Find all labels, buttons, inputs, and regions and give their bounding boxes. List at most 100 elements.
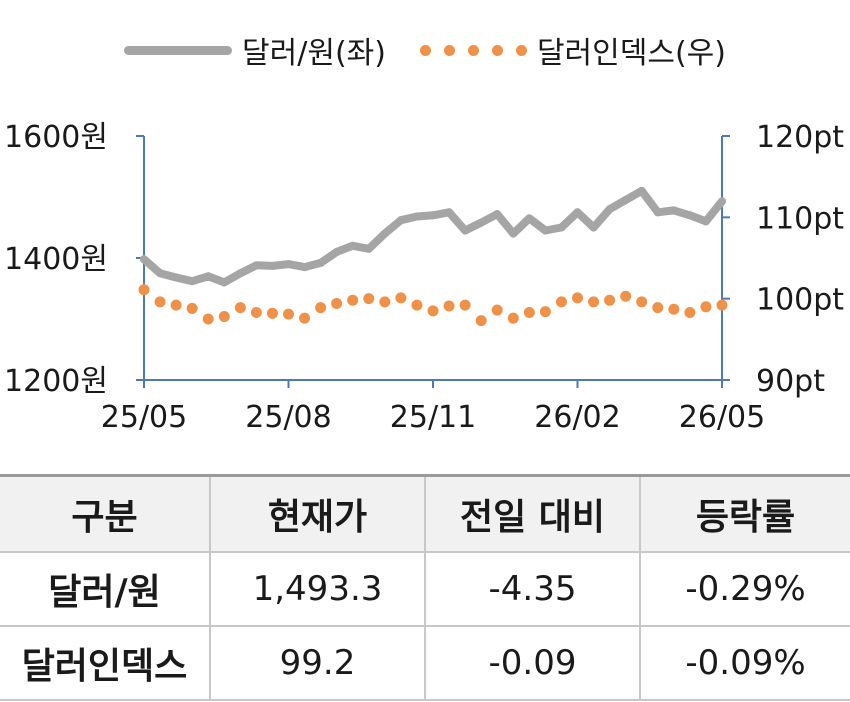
usdkrw-data-point <box>718 197 726 206</box>
usdkrw-data-point <box>252 261 261 270</box>
dxy-data-point <box>427 305 439 317</box>
chart-legend: 달러/원(좌) 달러인덱스(우) <box>0 28 850 72</box>
usdkrw-data-point <box>637 186 646 195</box>
dxy-data-point <box>395 292 407 304</box>
dxy-data-point <box>523 306 535 318</box>
usdkrw-data-point <box>236 269 245 278</box>
table-row: 달러/원 1,493.3 -4.35 -0.29% <box>0 551 850 627</box>
usdkrw-data-point <box>412 212 421 221</box>
usdkrw-data-point <box>316 258 325 267</box>
dxy-data-point <box>539 306 551 318</box>
dxy-data-point <box>186 302 198 314</box>
usdkrw-series-line <box>140 186 726 287</box>
usdkrw-data-point <box>589 223 598 232</box>
usdkrw-data-point <box>380 229 389 238</box>
dxy-data-point <box>250 306 262 318</box>
usdkrw-data-point <box>509 229 518 238</box>
dxy-data-point <box>684 306 696 318</box>
dxy-data-point <box>266 307 278 319</box>
usdkrw-data-point <box>268 261 277 270</box>
x-axis-tick-label: 25/11 <box>390 400 476 435</box>
usdkrw-data-point <box>461 226 470 235</box>
dxy-data-point <box>459 299 471 311</box>
cell-current-price: 99.2 <box>209 625 426 701</box>
usdkrw-data-point <box>557 223 566 232</box>
dxy-data-point <box>668 303 680 315</box>
usdkrw-data-point <box>669 206 678 215</box>
table-header-row: 구분 현재가 전일 대비 등락률 <box>0 474 850 553</box>
dxy-data-point <box>572 292 583 304</box>
right-axis-tick-label: 100pt <box>756 283 844 318</box>
legend-label-dxy: 달러인덱스(우) <box>536 36 726 71</box>
right-axis-tick-label: 90pt <box>756 364 825 399</box>
dxy-data-point <box>475 315 487 327</box>
dxy-data-point <box>315 302 327 314</box>
usdkrw-data-point <box>445 208 454 217</box>
dxy-data-point <box>620 290 632 302</box>
usdkrw-data-point <box>172 273 181 282</box>
usdkrw-data-point <box>605 205 614 214</box>
row-label: 달러인덱스 <box>0 625 211 701</box>
dxy-data-point <box>170 299 182 311</box>
usdkrw-data-point <box>204 272 213 281</box>
usdkrw-data-point <box>541 226 550 235</box>
usdkrw-data-point <box>220 278 229 287</box>
usdkrw-data-point <box>332 247 341 256</box>
dxy-data-point <box>604 294 616 306</box>
dxy-data-point <box>299 312 311 324</box>
dxy-data-point <box>411 299 423 311</box>
usdkrw-data-point <box>573 208 582 217</box>
usdkrw-data-point <box>525 214 534 223</box>
usdkrw-data-point <box>685 211 694 220</box>
header-change-rate: 등락률 <box>639 474 850 553</box>
legend-label-usdkrw: 달러/원(좌) <box>242 36 386 71</box>
dxy-data-point <box>716 299 728 311</box>
left-axis-tick-label: 1600원 <box>4 120 108 155</box>
cell-change-rate: -0.29% <box>639 551 850 627</box>
table-row: 달러인덱스 99.2 -0.09 -0.09% <box>0 625 850 701</box>
dxy-data-point <box>379 296 391 308</box>
usdkrw-data-point <box>621 196 630 205</box>
dxy-data-point <box>202 313 214 325</box>
dxy-data-point <box>283 308 294 320</box>
left-axis-tick-label: 1200원 <box>4 364 108 399</box>
header-change: 전일 대비 <box>424 474 641 553</box>
dxy-data-point <box>234 302 246 314</box>
dxy-data-point <box>700 301 712 313</box>
dxy-data-point <box>154 296 166 308</box>
dxy-data-point <box>652 302 664 314</box>
row-label: 달러/원 <box>0 551 211 627</box>
legend-item-dxy: 달러인덱스(우) <box>419 28 726 72</box>
dxy-data-point <box>555 296 567 308</box>
usdkrw-data-point <box>188 277 197 286</box>
right-axis-tick-label: 110pt <box>756 201 844 236</box>
dxy-data-point <box>588 296 600 308</box>
chart-area: 1600원 1400원 1200원 120pt 110pt 100pt 90pt 25/05 2… <box>4 120 844 435</box>
dxy-data-point <box>138 284 150 296</box>
usdkrw-data-point <box>348 241 357 250</box>
fx-summary-table: 구분 현재가 전일 대비 등락률 달러/원 1,493.3 -4.35 -0.2… <box>0 474 850 701</box>
usdkrw-data-point <box>653 208 662 217</box>
legend-line-swatch <box>124 45 233 55</box>
usdkrw-data-point <box>493 210 502 219</box>
cell-current-price: 1,493.3 <box>209 551 426 627</box>
dxy-data-point <box>507 312 519 324</box>
legend-item-usdkrw: 달러/원(좌) <box>124 28 386 72</box>
dxy-data-point <box>218 311 230 323</box>
usdkrw-data-point <box>300 263 309 272</box>
dxy-data-point <box>443 300 455 312</box>
x-axis-tick-label: 25/05 <box>101 400 187 435</box>
x-axis-tick-label: 25/08 <box>245 400 331 435</box>
dxy-data-point <box>491 304 503 316</box>
right-axis-tick-label: 120pt <box>756 120 844 155</box>
x-axis-tick-label: 26/05 <box>679 400 765 435</box>
chart-svg: 1600원 1400원 1200원 120pt 110pt 100pt 90pt 25/05 2… <box>4 120 844 435</box>
usdkrw-data-point <box>477 218 486 227</box>
legend-dot-swatch <box>419 44 527 56</box>
usdkrw-data-point <box>156 269 165 278</box>
cell-change-rate: -0.09% <box>639 625 850 701</box>
usdkrw-data-point <box>429 211 437 220</box>
header-category: 구분 <box>0 474 211 553</box>
dxy-data-point <box>347 294 359 306</box>
usdkrw-data-point <box>140 255 148 264</box>
